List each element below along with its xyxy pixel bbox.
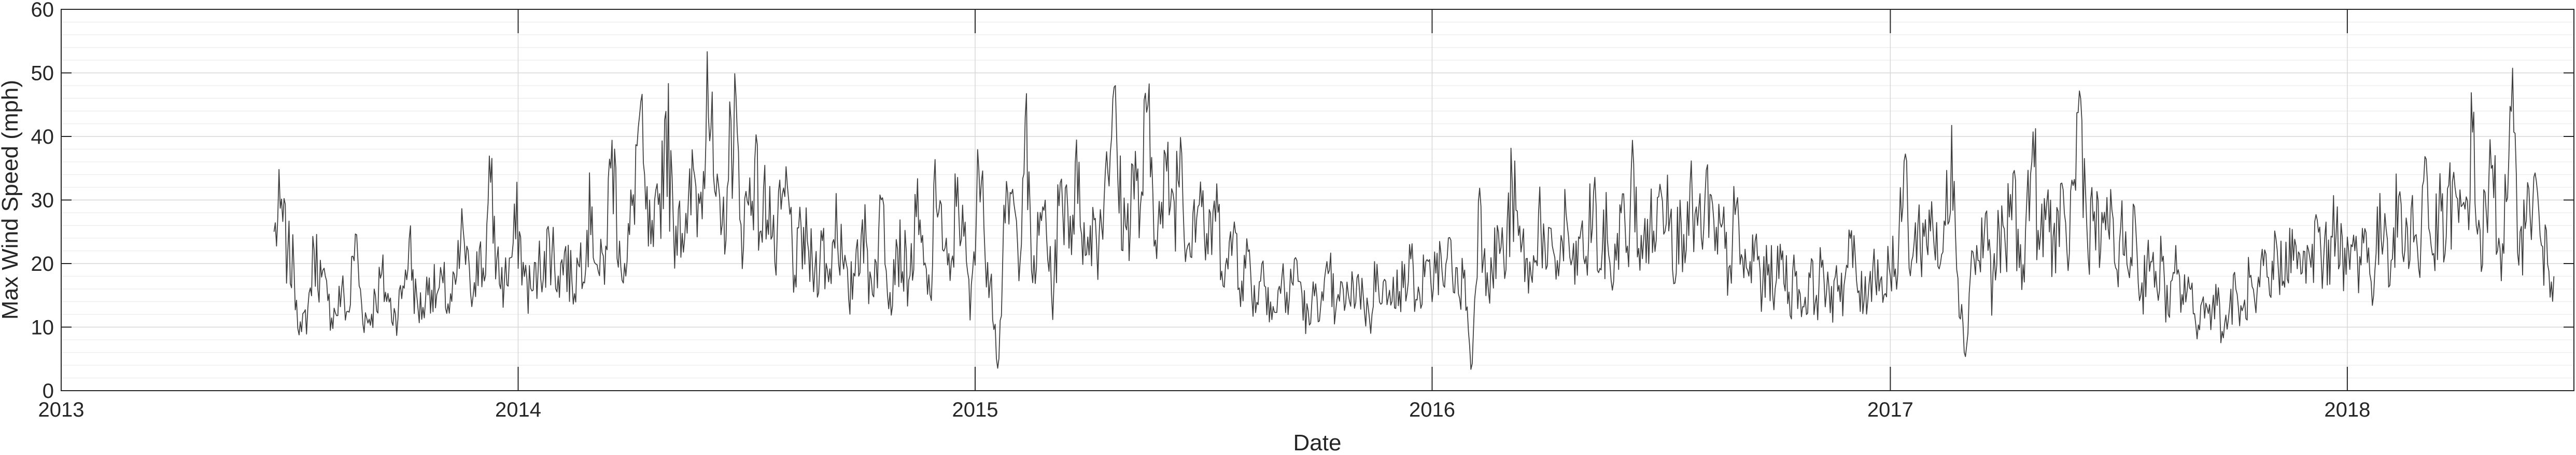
y-tick-label: 20 <box>31 253 54 275</box>
y-tick-label: 40 <box>31 126 54 148</box>
x-tick-label: 2016 <box>1409 398 1455 421</box>
x-tick-label: 2015 <box>952 398 998 421</box>
x-tick-label: 2014 <box>495 398 541 421</box>
grid <box>61 9 2574 391</box>
y-tick-label: 10 <box>31 316 54 339</box>
y-tick-label: 0 <box>43 380 54 403</box>
y-tick-label: 60 <box>31 0 54 21</box>
x-tick-label: 2018 <box>2324 398 2370 421</box>
plot-frame <box>61 9 2574 391</box>
x-tick-label: 2013 <box>38 398 85 421</box>
y-axis-title: Max Wind Speed (mph) <box>0 80 23 320</box>
series-line-max-wind-speed <box>273 51 2555 370</box>
x-tick-label: 2017 <box>1867 398 1913 421</box>
y-tick-label: 50 <box>31 62 54 85</box>
y-axis-tick-labels: 0 10 20 30 40 50 60 <box>31 0 54 403</box>
y-tick-label: 30 <box>31 189 54 212</box>
x-axis-title: Date <box>1293 430 1342 455</box>
x-axis-tick-labels: 2013 2014 2015 2016 2017 2018 <box>38 398 2371 421</box>
